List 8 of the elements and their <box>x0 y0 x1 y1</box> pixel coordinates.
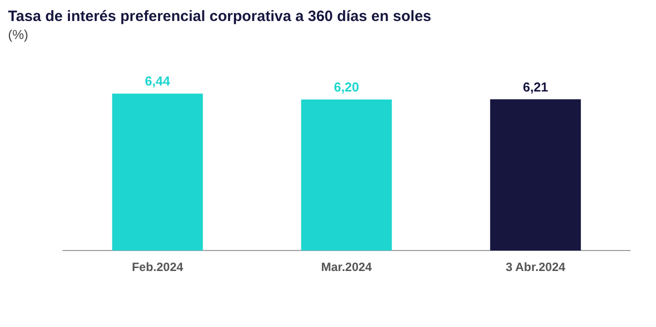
data-label: 6,20 <box>334 80 360 95</box>
chart-subtitle: (%) <box>8 27 30 42</box>
data-label: 6,44 <box>144 74 171 89</box>
data-label: 6,21 <box>522 79 548 94</box>
x-tick-label: 3 Abr.2024 <box>506 260 566 274</box>
x-tick-label: Mar.2024 <box>321 260 372 274</box>
x-tick-label: Feb.2024 <box>132 260 184 274</box>
chart-title: Tasa de interés preferencial corporativa a 360 días en soles <box>8 8 432 26</box>
